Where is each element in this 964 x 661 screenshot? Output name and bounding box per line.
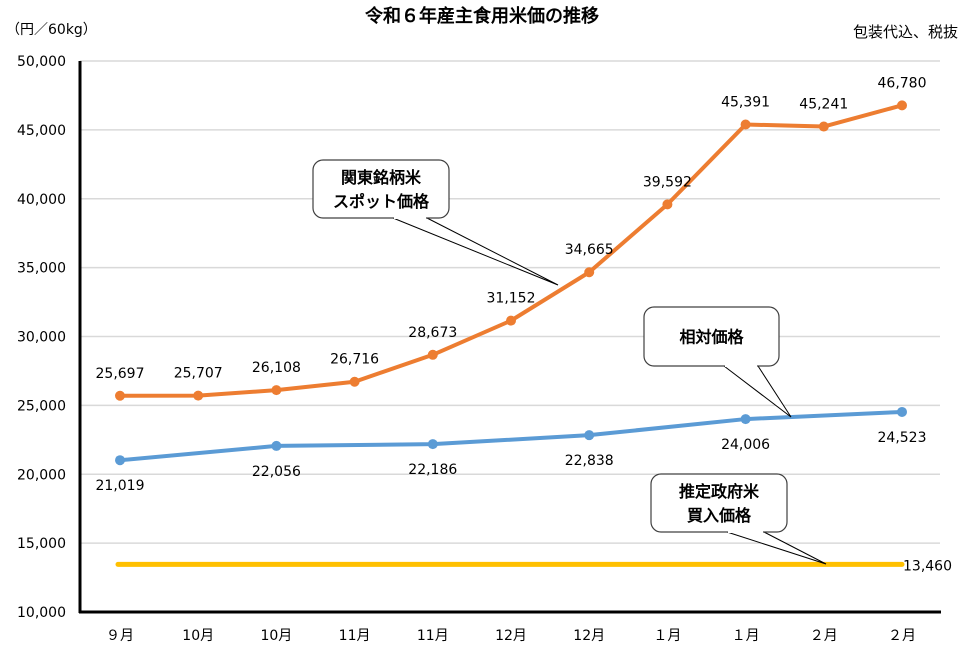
callout-text: 相対価格 — [679, 328, 744, 347]
data-point-kanto-spot-price — [897, 100, 907, 111]
x-tick-label: 12月 — [573, 628, 605, 644]
callout-box — [643, 306, 780, 367]
callout-pointer — [392, 217, 559, 286]
data-point-kanto-spot-price — [271, 385, 282, 396]
callout-box — [650, 473, 788, 533]
data-label: 21,019 — [96, 478, 145, 494]
callout-text: 買入価格 — [687, 506, 752, 525]
series-line-kanto-spot-price — [119, 103, 903, 398]
data-point-relative-price — [740, 414, 751, 425]
callout-box — [312, 159, 450, 219]
data-label: 24,523 — [878, 430, 927, 446]
series-layer — [115, 100, 907, 567]
data-point-relative-price — [897, 406, 907, 417]
callout-pointer — [726, 531, 827, 565]
data-label: 22,838 — [565, 453, 614, 469]
data-point-kanto-spot-price — [506, 315, 516, 326]
x-tick-label: １月 — [653, 628, 681, 644]
x-tick-label: 10月 — [182, 628, 214, 644]
y-tick-label: 15,000 — [17, 536, 66, 552]
x-tick-label: ９月 — [106, 628, 134, 644]
x-tick-label: 11月 — [417, 628, 449, 644]
x-tick-label: ２月 — [810, 628, 838, 644]
data-label: 45,391 — [721, 94, 770, 110]
data-label: 13,460 — [903, 558, 952, 574]
data-point-kanto-spot-price — [584, 267, 595, 278]
data-point-kanto-spot-price — [115, 390, 125, 401]
data-point-kanto-spot-price — [818, 121, 829, 132]
data-point-kanto-spot-price — [740, 119, 751, 130]
data-label: 22,056 — [252, 464, 301, 480]
y-tick-label: 20,000 — [17, 467, 66, 483]
data-label: 34,665 — [565, 242, 614, 258]
y-axis-ticks: 10,000 15,000 20,000 25,000 30,000 35,000 40,0… — [17, 54, 66, 621]
x-tick-label: ２月 — [888, 628, 916, 644]
data-label: 39,592 — [643, 174, 692, 190]
gridlines — [80, 60, 940, 544]
data-point-relative-price — [115, 455, 125, 466]
y-tick-label: 45,000 — [17, 123, 66, 139]
data-point-kanto-spot-price — [662, 199, 673, 210]
x-tick-label: 10月 — [260, 628, 292, 644]
data-label: 26,108 — [252, 360, 301, 376]
price-basis-note: 包装代込、税抜 — [853, 23, 958, 41]
chart-title: 令和６年産主食用米価の推移 — [364, 5, 599, 27]
data-point-relative-price — [427, 439, 438, 450]
callout-text: スポット価格 — [333, 192, 430, 211]
y-tick-label: 30,000 — [17, 330, 66, 346]
data-label: 25,707 — [174, 366, 223, 382]
data-label: 25,697 — [96, 366, 145, 382]
x-tick-label: 12月 — [495, 628, 527, 644]
data-point-kanto-spot-price — [193, 390, 204, 401]
data-point-kanto-spot-price — [349, 376, 360, 387]
data-label: 31,152 — [487, 291, 536, 307]
y-tick-label: 25,000 — [17, 398, 66, 414]
y-tick-label: 35,000 — [17, 261, 66, 277]
y-tick-label: 10,000 — [17, 605, 66, 621]
series-line-relative-price — [119, 409, 903, 463]
data-label: 45,241 — [799, 97, 848, 113]
y-axis-unit-label: （円／60kg） — [6, 22, 97, 38]
data-label: 26,716 — [330, 352, 379, 368]
x-tick-label: 11月 — [339, 628, 371, 644]
callout-text: 関東銘柄米 — [341, 168, 422, 187]
x-tick-label: １月 — [732, 628, 760, 644]
data-label: 22,186 — [408, 462, 457, 478]
callout-pointer — [723, 365, 792, 418]
y-tick-label: 50,000 — [17, 54, 66, 70]
data-label: 46,780 — [878, 75, 927, 91]
data-label: 28,673 — [408, 325, 457, 341]
callout-text: 推定政府米 — [679, 482, 760, 501]
data-point-kanto-spot-price — [427, 349, 438, 360]
data-label: 24,006 — [721, 437, 770, 453]
data-point-relative-price — [584, 430, 595, 441]
data-point-relative-price — [271, 440, 282, 451]
callout-relative-price: 相対価格 — [643, 306, 792, 418]
data-labels: 13,460 21,019 22,056 22,186 22,838 24,006 24,5… — [96, 75, 953, 574]
x-axis-ticks: ９月 10月 10月 11月 11月 12月 12月 １月 １月 ２月 ２月 — [106, 628, 916, 644]
y-tick-label: 40,000 — [17, 192, 66, 208]
